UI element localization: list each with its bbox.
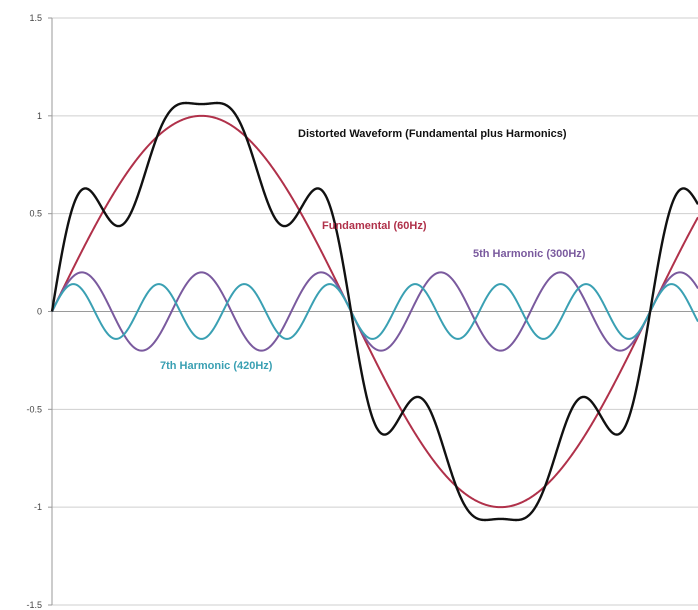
series-line-3	[50, 101, 698, 522]
y-tick-label: -0.5	[26, 404, 42, 414]
series-line-0	[51, 114, 698, 509]
annotation-5th-harmonic: 5th Harmonic (300Hz)	[473, 248, 586, 260]
y-tick-label: 1	[37, 111, 42, 121]
y-tick-label: -1	[34, 502, 42, 512]
annotation-7th-harmonic: 7th Harmonic (420Hz)	[160, 360, 273, 372]
annotation-distorted: Distorted Waveform (Fundamental plus Har…	[298, 128, 567, 140]
annotations: Distorted Waveform (Fundamental plus Har…	[160, 128, 586, 372]
y-tick-label: 0.5	[29, 209, 42, 219]
gridlines	[52, 17, 698, 606]
annotation-fundamental: Fundamental (60Hz)	[322, 220, 427, 232]
series-line-1	[51, 271, 698, 352]
series-line-2	[51, 283, 698, 340]
y-tick-label: -1.5	[26, 600, 42, 610]
y-tick-label: 0	[37, 307, 42, 317]
y-tick-label: 1.5	[29, 13, 42, 23]
y-axis-ticks: 1.5 1 0.5 0 -0.5 -1 -1.5	[26, 13, 52, 610]
series-lines	[50, 101, 698, 522]
